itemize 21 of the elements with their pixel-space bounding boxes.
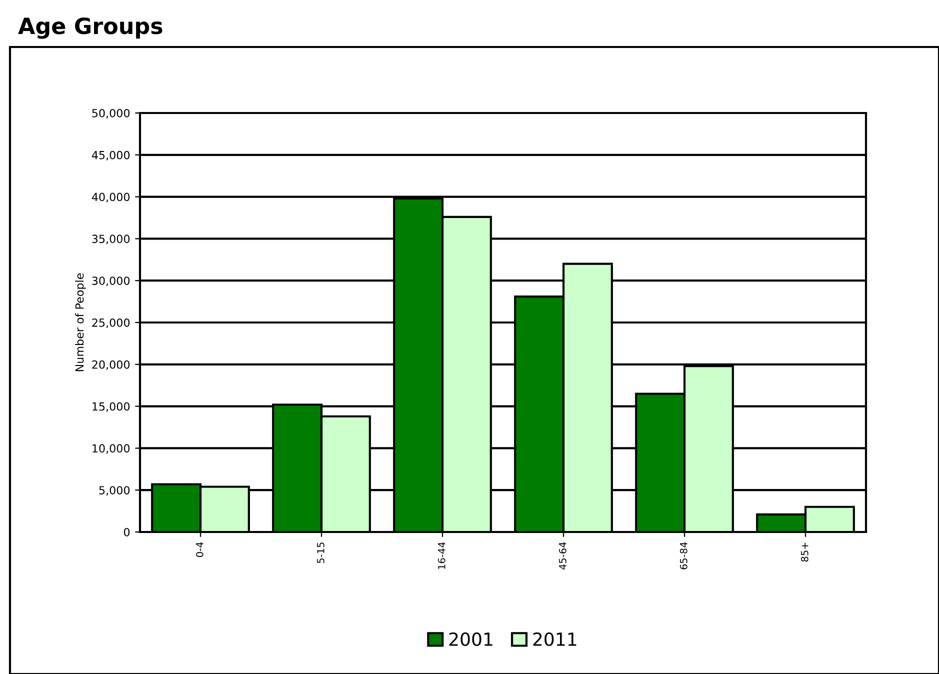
legend-label: 2011 [533, 632, 576, 646]
chart-title: Age Groups [18, 17, 162, 39]
y-tick-label: 35,000 [92, 234, 130, 244]
x-tick-label: 85+ [800, 542, 808, 562]
y-tick-label: 40,000 [92, 192, 130, 202]
x-tick-label: 65-84 [680, 542, 688, 570]
x-tick-label: 16-44 [438, 542, 446, 569]
y-tick-label: 10,000 [92, 444, 130, 454]
y-tick-label: 0 [124, 528, 130, 536]
y-tick-label: 15,000 [92, 402, 130, 412]
legend-label: 2001 [449, 632, 492, 646]
y-tick-label: 45,000 [92, 150, 130, 160]
x-tick-label: 45-64 [558, 542, 566, 570]
y-tick-label: 20,000 [92, 360, 130, 370]
y-tick-label: 25,000 [92, 318, 130, 328]
y-axis-title: Number of People [75, 273, 86, 372]
y-tick-label: 50,000 [92, 108, 130, 119]
x-tick-label: 0-4 [196, 542, 204, 557]
y-tick-label: 30,000 [92, 276, 130, 286]
y-tick-label: 5,000 [99, 486, 130, 496]
x-tick-label: 5-15 [317, 542, 324, 564]
